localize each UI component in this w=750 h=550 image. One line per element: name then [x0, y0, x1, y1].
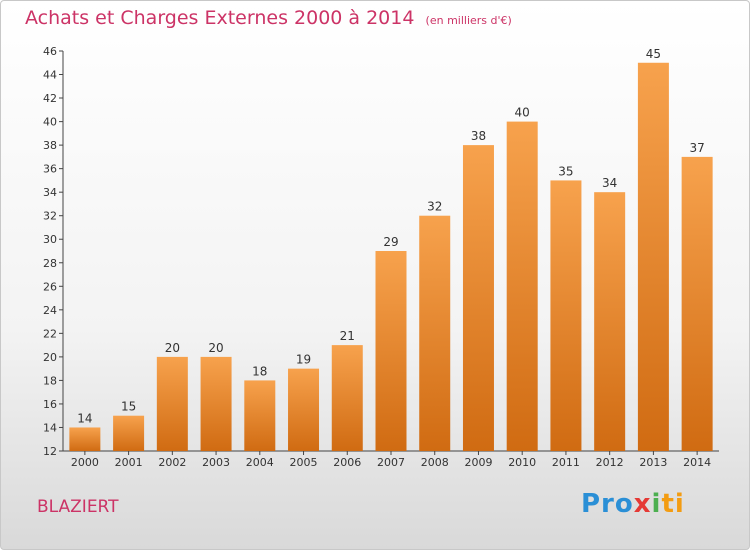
x-tick-label-2014: 2014 [683, 456, 711, 469]
x-tick-label-2000: 2000 [71, 456, 99, 469]
y-tick-label: 22 [43, 327, 57, 340]
bar-2001 [113, 415, 145, 451]
bars [69, 62, 713, 452]
bar-2013 [637, 62, 669, 451]
value-label-2007: 29 [383, 235, 398, 249]
bar-2009 [462, 145, 494, 451]
bar-2003 [200, 356, 232, 451]
bar-2007 [375, 251, 407, 451]
value-label-2013: 45 [646, 47, 661, 61]
bar-2000 [69, 427, 101, 451]
y-tick-label: 20 [43, 351, 57, 364]
bar-2005 [288, 368, 320, 451]
bar-2002 [156, 356, 188, 451]
title-main: Achats et Charges Externes 2000 à 2014 [25, 7, 415, 29]
y-tick-label: 12 [43, 445, 57, 458]
x-tick-label-2003: 2003 [202, 456, 230, 469]
bar-2004 [244, 380, 276, 451]
x-tick-label-2012: 2012 [596, 456, 624, 469]
value-label-2002: 20 [165, 341, 180, 355]
x-tick-label-2002: 2002 [158, 456, 186, 469]
y-tick-label: 32 [43, 210, 57, 223]
value-label-2006: 21 [340, 329, 355, 343]
x-tick-label-2004: 2004 [246, 456, 274, 469]
x-tick-label-2010: 2010 [508, 456, 536, 469]
chart-title: Achats et Charges Externes 2000 à 2014 (… [25, 7, 512, 29]
bar-2014 [681, 156, 713, 451]
value-label-2003: 20 [208, 341, 223, 355]
y-tick-label: 34 [43, 186, 57, 199]
value-label-2008: 32 [427, 200, 442, 214]
x-tick-label-2008: 2008 [421, 456, 449, 469]
y-tick-label: 26 [43, 280, 57, 293]
x-tick-label-2006: 2006 [333, 456, 361, 469]
title-unit: (en milliers d'€) [425, 14, 512, 27]
x-tick-label-2009: 2009 [464, 456, 492, 469]
y-tick-label: 16 [43, 398, 57, 411]
y-tick-label: 30 [43, 233, 57, 246]
value-label-2010: 40 [515, 106, 530, 120]
proxiti-logo: Proxiti [581, 489, 685, 519]
y-tick-label: 18 [43, 374, 57, 387]
value-label-2014: 37 [689, 141, 704, 155]
bar-2006 [331, 345, 363, 451]
y-tick-label: 14 [43, 421, 57, 434]
y-tick-label: 36 [43, 163, 57, 176]
bar-2012 [594, 192, 626, 452]
bar-2010 [506, 121, 538, 452]
x-tick-label-2001: 2001 [115, 456, 143, 469]
y-tick-label: 42 [43, 92, 57, 105]
x-tick-label-2011: 2011 [552, 456, 580, 469]
value-label-2004: 18 [252, 364, 267, 378]
y-tick-label: 38 [43, 139, 57, 152]
y-tick-label: 46 [43, 45, 57, 58]
commune-name: BLAZIERT [37, 497, 119, 517]
x-tick-label-2013: 2013 [639, 456, 667, 469]
bar-2008 [419, 215, 451, 451]
y-tick-label: 24 [43, 304, 57, 317]
x-tick-label-2007: 2007 [377, 456, 405, 469]
value-label-2005: 19 [296, 353, 311, 367]
data-labels: 14 15 20 20 18 19 21 29 32 38 40 35 34 45 37 [77, 47, 705, 426]
value-label-2001: 15 [121, 400, 136, 414]
value-label-2011: 35 [558, 164, 573, 178]
y-tick-label: 44 [43, 69, 57, 82]
value-label-2009: 38 [471, 129, 486, 143]
y-tick-label: 28 [43, 257, 57, 270]
y-tick-label: 40 [43, 116, 57, 129]
value-label-2012: 34 [602, 176, 617, 190]
value-label-2000: 14 [77, 411, 92, 425]
x-tick-label-2005: 2005 [290, 456, 318, 469]
bar-2011 [550, 180, 582, 452]
